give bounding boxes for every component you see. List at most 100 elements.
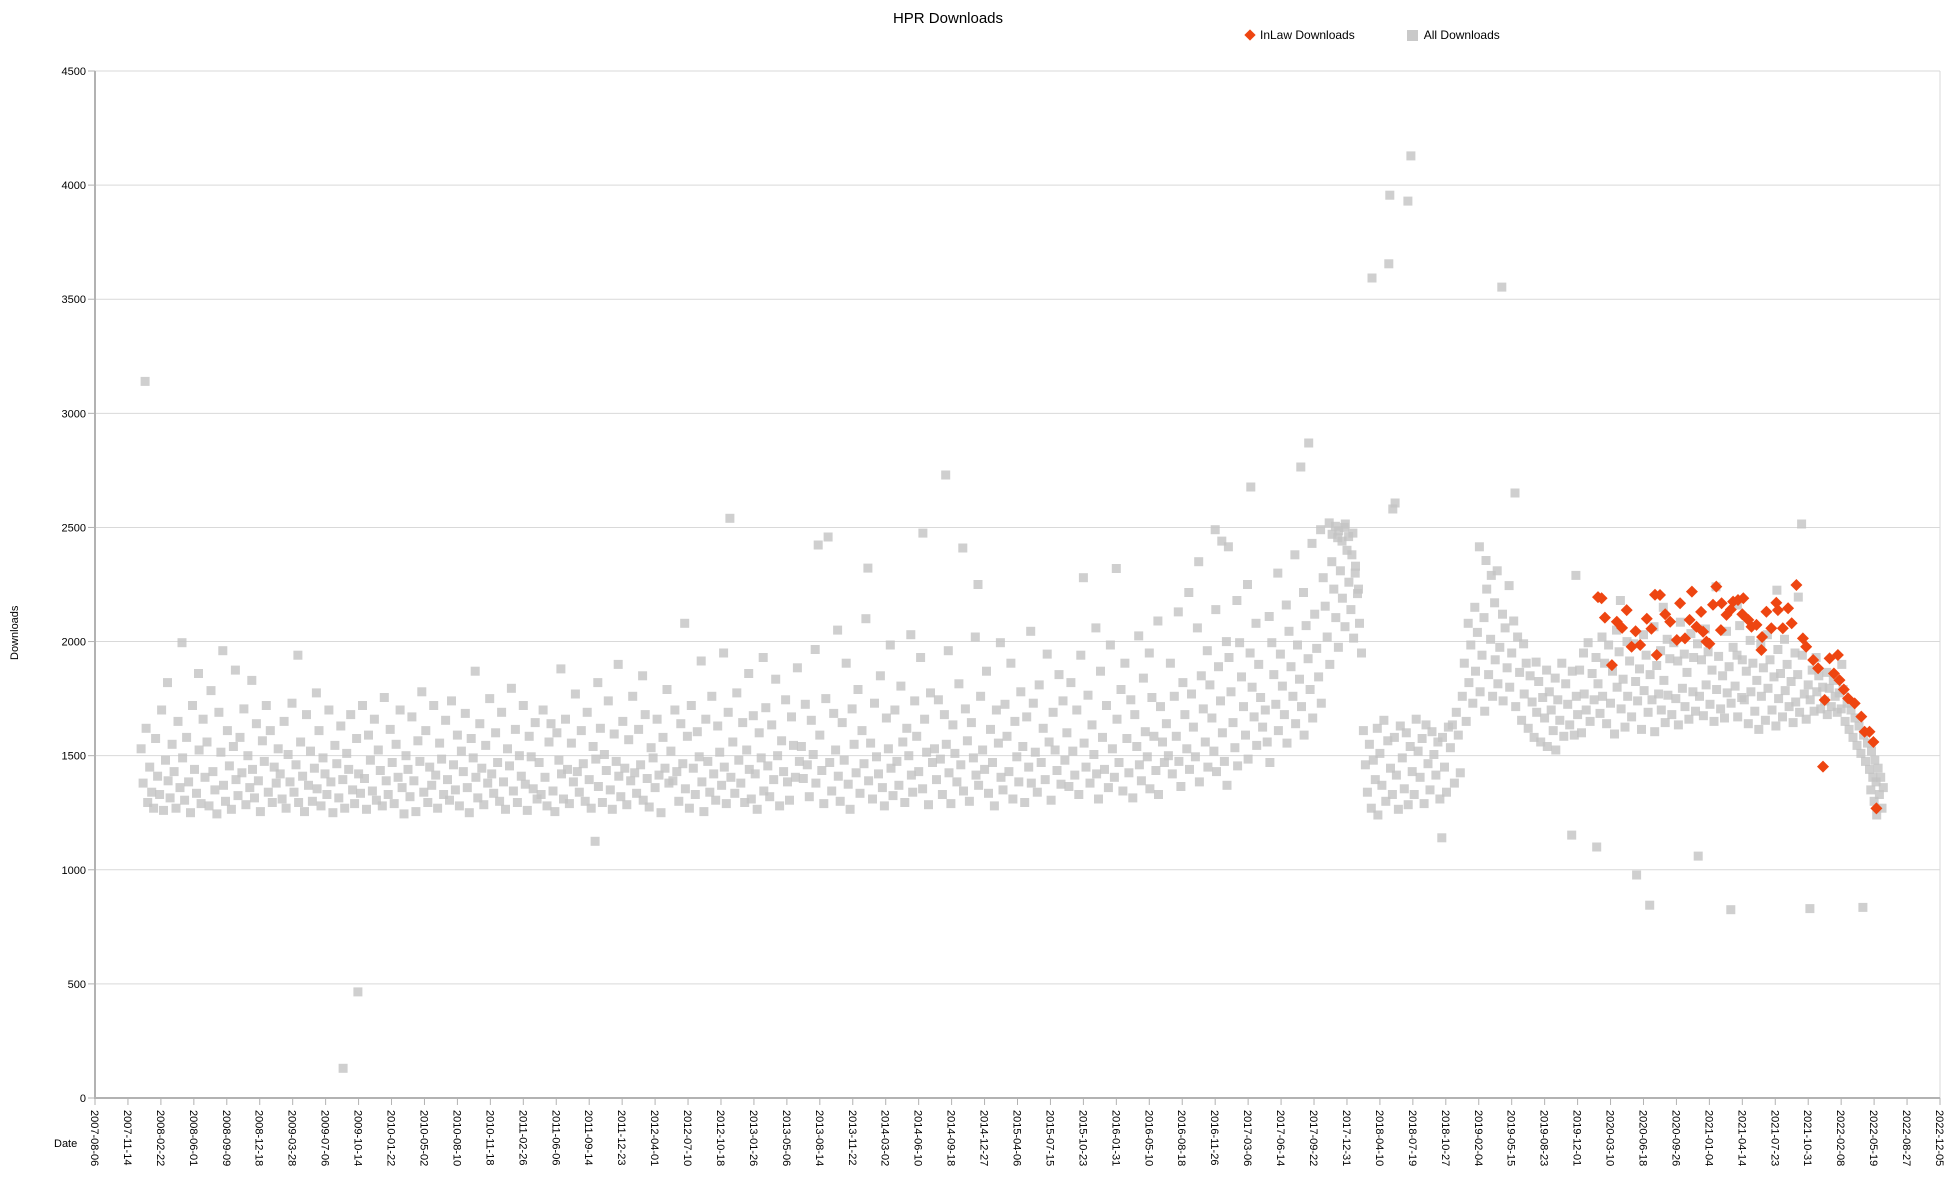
data-point: [1260, 705, 1270, 715]
data-point: [1419, 799, 1429, 809]
data-point: [1873, 763, 1883, 773]
y-tick-label: 4500: [62, 66, 86, 78]
data-point: [958, 543, 968, 553]
data-point: [190, 764, 199, 774]
data-point: [1765, 622, 1778, 635]
data-point: [1267, 638, 1277, 648]
data-point: [1194, 557, 1204, 567]
data-point: [411, 807, 421, 817]
data-point: [369, 714, 379, 724]
legend-item-inlaw-downloads: InLaw Downloads: [1244, 28, 1355, 42]
data-point: [1314, 672, 1324, 682]
data-point: [259, 756, 269, 766]
data-point: [1513, 632, 1523, 642]
data-point: [912, 731, 922, 741]
data-point: [559, 794, 568, 804]
data-point: [952, 777, 962, 787]
data-point: [1333, 642, 1343, 652]
data-point: [194, 745, 204, 755]
data-point: [839, 755, 849, 765]
data-point: [1403, 196, 1413, 206]
data-point: [1247, 682, 1257, 692]
data-point: [307, 796, 317, 806]
data-point: [421, 726, 431, 736]
data-point: [1780, 686, 1790, 696]
data-point: [960, 704, 970, 714]
data-point: [1334, 526, 1344, 536]
data-point: [810, 645, 820, 654]
data-point: [1249, 712, 1259, 722]
data-point: [1381, 796, 1391, 806]
data-point: [1707, 598, 1719, 611]
data-point: [1625, 656, 1635, 666]
data-point: [634, 724, 644, 734]
data-point: [1318, 573, 1328, 583]
data-point: [550, 807, 560, 817]
data-point: [506, 683, 516, 693]
data-point: [1585, 716, 1595, 726]
data-point: [935, 754, 945, 764]
data-point: [1235, 638, 1245, 648]
data-point: [1340, 519, 1350, 529]
data-point: [1085, 778, 1095, 788]
data-point: [908, 787, 918, 797]
data-point: [1495, 642, 1505, 652]
data-point: [173, 716, 183, 726]
data-point: [1822, 667, 1832, 677]
data-point: [336, 721, 346, 731]
data-point: [1874, 790, 1884, 799]
scatter-series-inlaw-downloads: [1592, 579, 1883, 815]
data-point: [1384, 259, 1394, 269]
data-point: [886, 763, 896, 773]
data-point: [1785, 617, 1798, 630]
data-point: [1538, 693, 1548, 702]
data-point: [1358, 726, 1368, 736]
data-point: [1142, 752, 1152, 762]
data-point: [660, 763, 670, 773]
data-point: [744, 669, 754, 678]
data-point: [711, 795, 721, 805]
data-point: [1854, 721, 1864, 731]
data-point: [730, 788, 740, 798]
data-point: [980, 764, 990, 774]
x-tick-label: 2021-07-23: [1768, 1110, 1780, 1166]
data-point: [1868, 772, 1878, 782]
data-point: [302, 710, 311, 720]
data-point: [1331, 613, 1341, 623]
data-point: [956, 760, 966, 770]
data-point: [964, 796, 974, 806]
data-point: [785, 795, 794, 805]
data-point: [311, 688, 321, 698]
data-point: [1509, 616, 1519, 626]
data-point: [652, 714, 662, 724]
data-point: [874, 769, 883, 779]
data-point: [1695, 605, 1708, 618]
data-point: [540, 772, 550, 782]
data-point: [1565, 720, 1575, 730]
data-point: [833, 625, 843, 635]
data-point: [1622, 637, 1632, 647]
data-point: [224, 761, 234, 771]
data-point: [1553, 695, 1563, 705]
data-point: [1689, 653, 1699, 662]
data-point: [686, 701, 696, 710]
legend: InLaw Downloads All Downloads: [1244, 28, 1500, 42]
data-point: [544, 737, 554, 747]
data-point: [1878, 783, 1888, 793]
data-point: [493, 758, 503, 767]
data-point: [1600, 658, 1610, 668]
data-point: [180, 795, 190, 805]
data-point: [306, 746, 315, 756]
data-point: [322, 790, 332, 799]
data-point: [177, 638, 187, 648]
data-point: [986, 724, 995, 734]
data-point: [293, 650, 303, 660]
data-point: [526, 752, 536, 762]
data-point: [265, 726, 275, 736]
y-tick-label: 0: [80, 1093, 86, 1105]
data-point: [1004, 767, 1014, 777]
data-point: [1357, 648, 1366, 658]
data-point: [1403, 800, 1413, 810]
data-point: [538, 705, 548, 715]
data-point: [982, 666, 991, 676]
